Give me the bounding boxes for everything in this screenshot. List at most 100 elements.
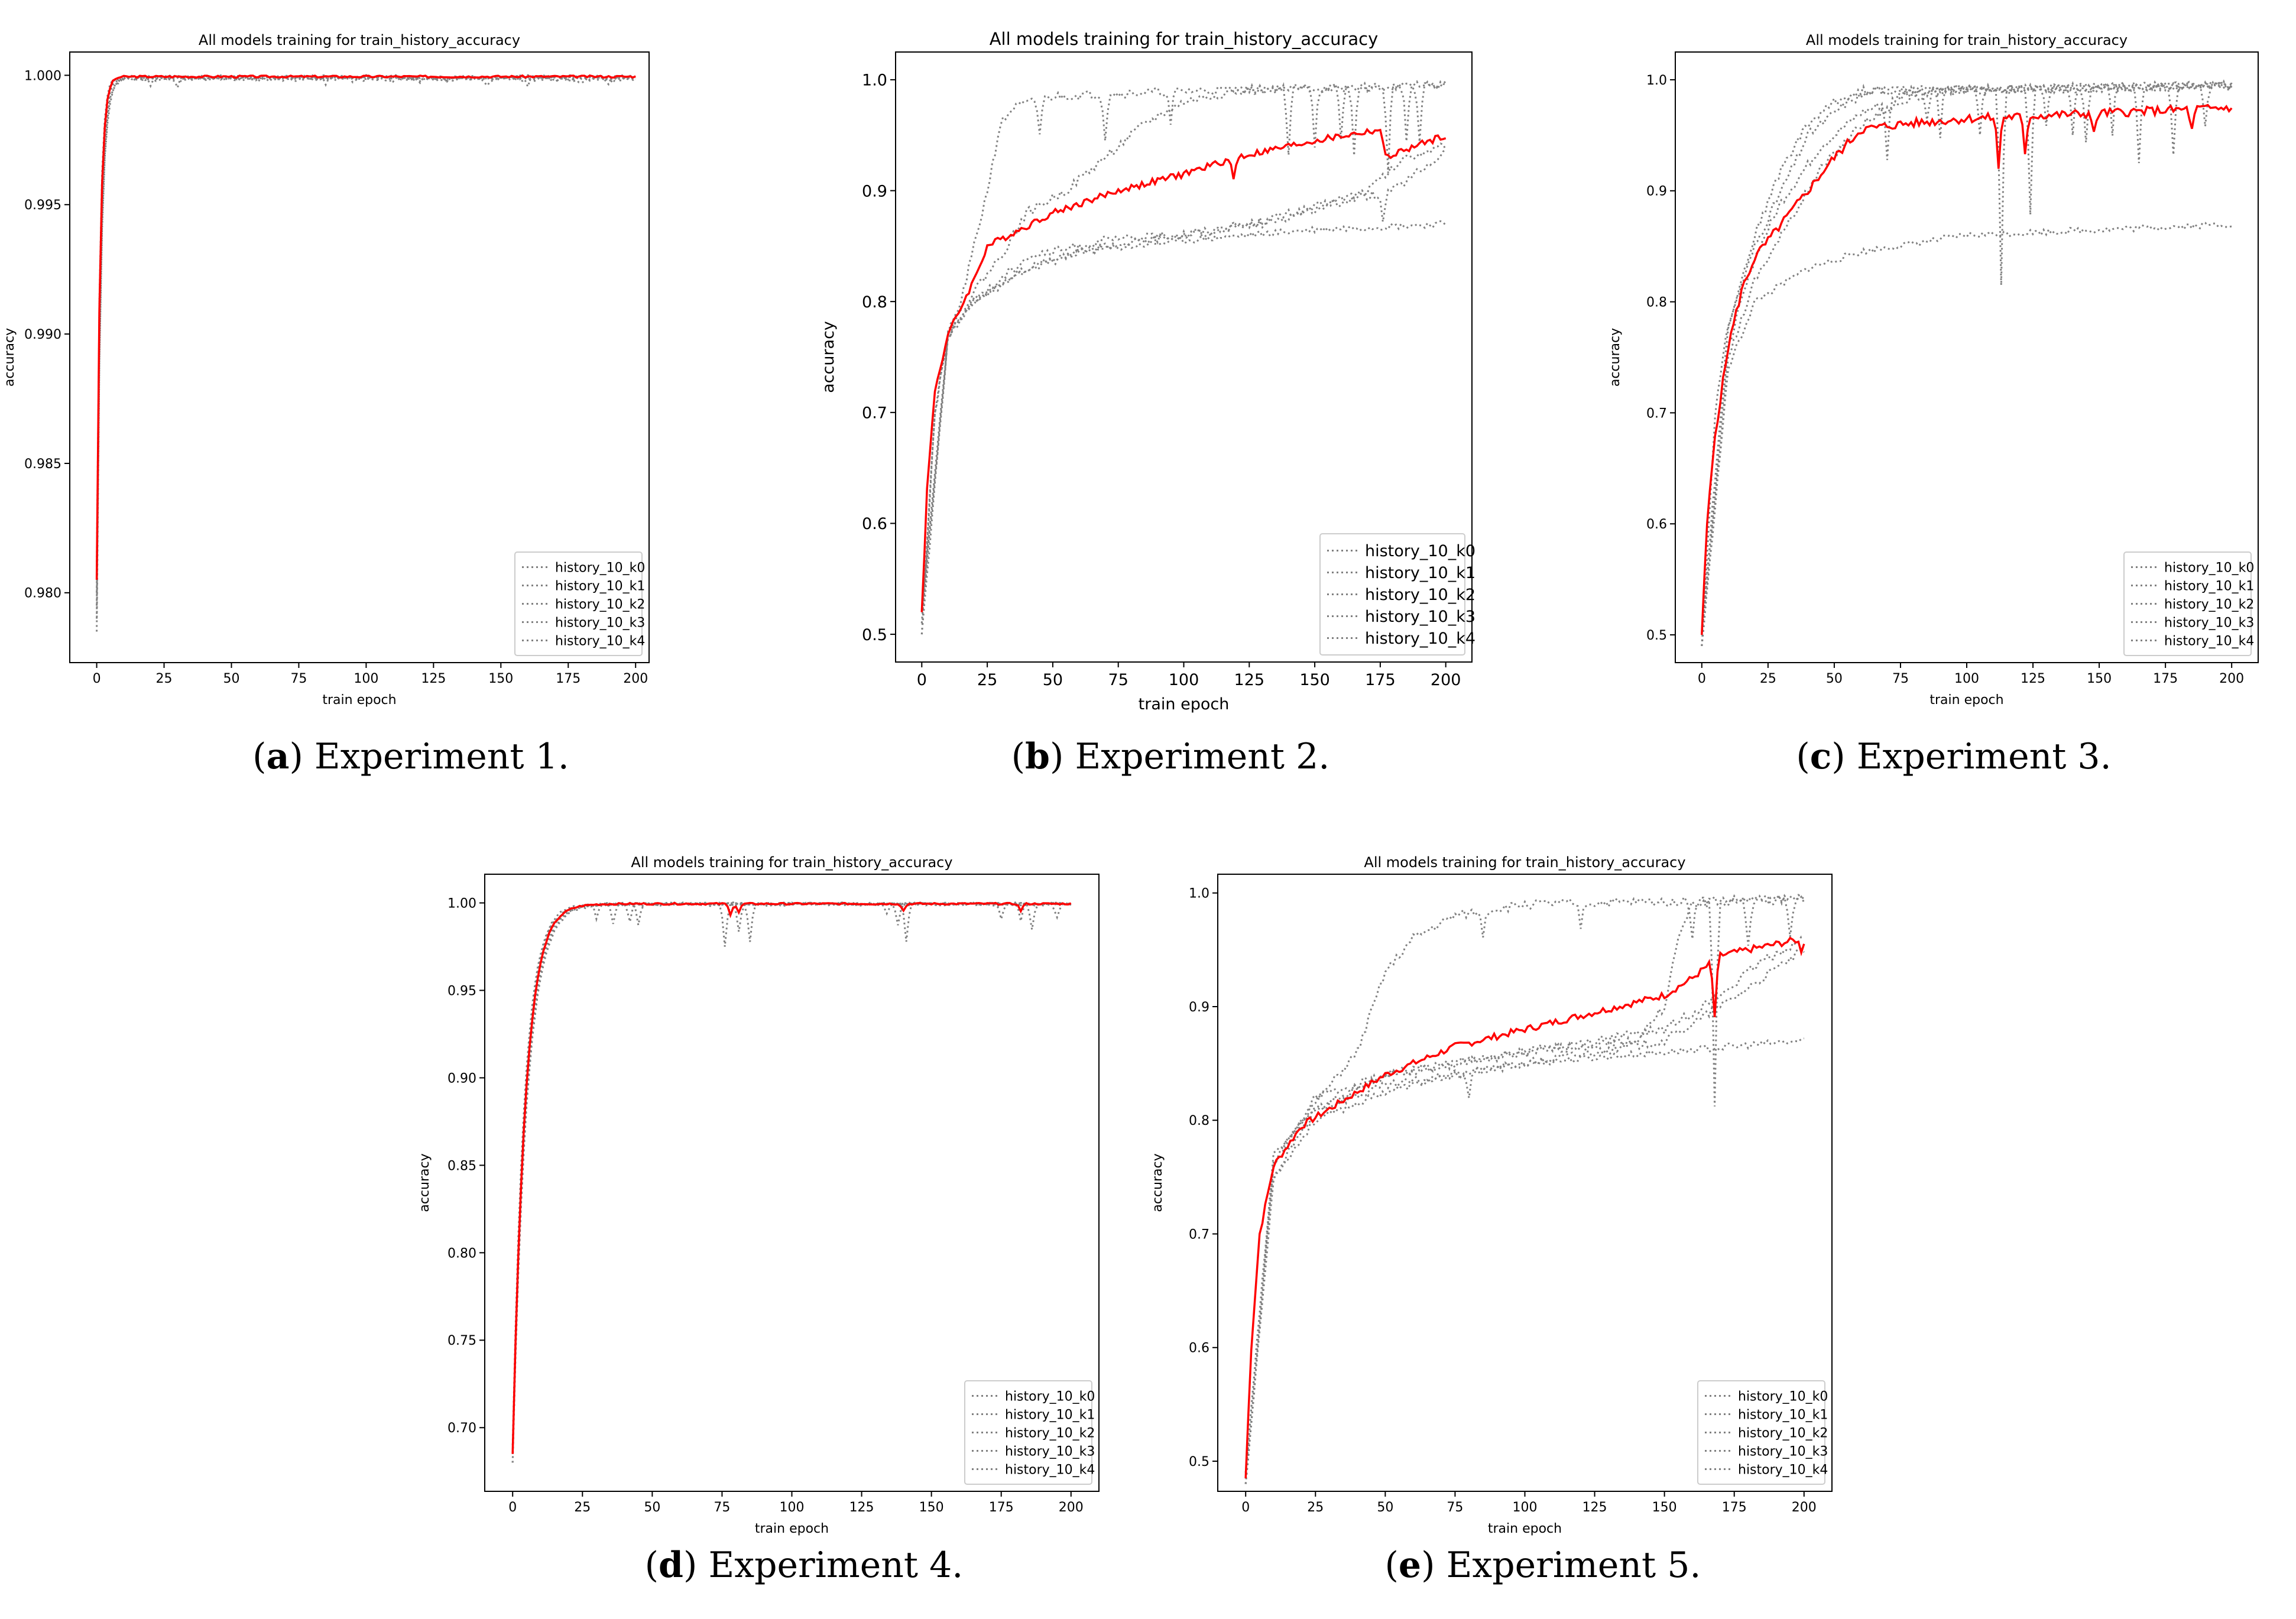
- chart-exp4: All models training for train_history_ac…: [417, 854, 1100, 1536]
- legend-box: [1319, 533, 1465, 656]
- chart-exp5: All models training for train_history_ac…: [1150, 854, 1833, 1536]
- mean-series-line: [511, 901, 1072, 1454]
- y-axis-label: accuracy: [819, 321, 838, 393]
- chart-title: All models training for train_history_ac…: [1806, 32, 2128, 48]
- x-tick-label: 200: [1792, 1500, 1817, 1515]
- series-line-history_10_k1: [920, 80, 1447, 624]
- x-tick-label: 0: [1241, 1500, 1250, 1515]
- y-tick-label: 0.9: [862, 182, 887, 200]
- series-line-history_10_k2: [96, 74, 636, 593]
- chart-title: All models training for train_history_ac…: [631, 854, 952, 871]
- chart-exp1: All models training for train_history_ac…: [2, 32, 650, 708]
- chart-exp2: All models training for train_history_ac…: [819, 29, 1475, 713]
- legend-entry: history_10_k0: [2164, 560, 2254, 575]
- series-line-history_10_k1: [96, 74, 636, 619]
- series-line-history_10_k0: [920, 80, 1447, 635]
- x-tick-label: 200: [2219, 671, 2244, 686]
- x-tick-label: 150: [919, 1500, 944, 1515]
- series-line-history_10_k4: [511, 901, 1072, 1454]
- x-tick-label: 25: [1307, 1500, 1324, 1515]
- legend-entry: history_10_k4: [1738, 1462, 1828, 1477]
- x-tick-label: 75: [1892, 671, 1909, 686]
- series-line-history_10_k4: [1244, 936, 1805, 1484]
- x-tick-label: 125: [421, 671, 446, 686]
- series-line-history_10_k0: [1244, 893, 1805, 1484]
- y-axis-label: accuracy: [1150, 1153, 1165, 1212]
- y-tick-label: 0.8: [1646, 296, 1667, 310]
- x-tick-label: 75: [290, 671, 307, 686]
- legend-entry: history_10_k2: [1005, 1426, 1095, 1440]
- legend-entry: history_10_k1: [1365, 564, 1475, 582]
- y-tick-label: 0.75: [447, 1334, 476, 1348]
- chart-title: All models training for train_history_ac…: [1364, 854, 1685, 871]
- legend-entry: history_10_k4: [555, 634, 645, 648]
- mean-series-line: [1244, 936, 1805, 1478]
- legend-box: [514, 551, 643, 656]
- series-line-history_10_k3: [511, 901, 1071, 1463]
- x-tick-label: 200: [1431, 671, 1461, 689]
- y-tick-label: 1.0: [1646, 73, 1667, 88]
- series-group: [1244, 893, 1805, 1484]
- series-line-history_10_k0: [96, 76, 637, 632]
- chart-title: All models training for train_history_ac…: [199, 32, 520, 48]
- x-tick-label: 150: [488, 671, 513, 686]
- series-line-history_10_k0: [511, 901, 1071, 1463]
- series-line-history_10_k3: [920, 149, 1447, 624]
- y-tick-label: 0.995: [24, 198, 61, 213]
- legend: history_10_k0 history_10_k1 history_10_k2h…: [1697, 1380, 1828, 1485]
- x-tick-label: 0: [93, 671, 101, 686]
- y-tick-label: 0.80: [447, 1246, 476, 1261]
- legend-entry: history_10_k0: [1365, 542, 1475, 560]
- legend-entry: history_10_k3: [1005, 1444, 1095, 1459]
- x-tick-label: 25: [574, 1500, 591, 1515]
- x-tick-label: 150: [1299, 671, 1330, 689]
- x-tick-label: 75: [1108, 671, 1128, 689]
- series-line-history_10_k3: [1244, 948, 1805, 1473]
- series-group: [511, 901, 1072, 1463]
- x-tick-label: 175: [989, 1500, 1014, 1515]
- mean-series-line: [1701, 103, 2233, 635]
- legend-entry: history_10_k4: [1365, 630, 1475, 648]
- legend: history_10_k0 history_10_k1 history_10_k2h…: [514, 551, 645, 656]
- x-axis-label: train epoch: [1488, 1521, 1562, 1536]
- legend-box: [964, 1380, 1092, 1485]
- x-tick-label: 25: [977, 671, 997, 689]
- chart-exp3: All models training for train_history_ac…: [1608, 32, 2259, 708]
- legend-entry: history_10_k0: [1738, 1389, 1828, 1404]
- legend-entry: history_10_k2: [1365, 586, 1475, 604]
- y-tick-label: 1.0: [1189, 887, 1209, 901]
- x-tick-label: 175: [556, 671, 581, 686]
- caption-d: (d) Experiment 4.: [645, 1545, 964, 1586]
- series-line-history_10_k4: [1701, 79, 2233, 646]
- x-tick-label: 175: [1365, 671, 1396, 689]
- series-group: [1701, 79, 2233, 646]
- x-tick-label: 50: [644, 1500, 660, 1515]
- x-tick-label: 50: [223, 671, 239, 686]
- x-tick-label: 50: [1043, 671, 1063, 689]
- legend: history_10_k0 history_10_k1 history_10_k2h…: [1319, 533, 1475, 656]
- x-tick-label: 125: [1582, 1500, 1607, 1515]
- x-tick-label: 125: [849, 1500, 874, 1515]
- x-tick-label: 50: [1826, 671, 1843, 686]
- series-line-history_10_k4: [96, 74, 636, 606]
- legend-box: [1697, 1380, 1825, 1485]
- legend-entry: history_10_k1: [1738, 1407, 1828, 1422]
- series-line-history_10_k3: [96, 75, 636, 567]
- x-axis-label: train epoch: [755, 1521, 829, 1536]
- y-tick-label: 0.980: [24, 586, 61, 601]
- x-tick-label: 175: [2153, 671, 2178, 686]
- series-line-history_10_k1: [511, 901, 1072, 1454]
- legend-entry: history_10_k3: [555, 615, 645, 630]
- legend-entry: history_10_k2: [2164, 597, 2254, 612]
- x-tick-label: 125: [2021, 671, 2045, 686]
- y-tick-label: 0.95: [447, 984, 476, 998]
- legend-entry: history_10_k3: [1365, 608, 1475, 626]
- mean-series-line: [920, 128, 1447, 612]
- y-tick-label: 1.00: [447, 896, 476, 911]
- series-group: [920, 80, 1447, 635]
- y-tick-label: 0.9: [1189, 1000, 1209, 1015]
- y-axis-label: accuracy: [417, 1153, 432, 1212]
- legend: history_10_k0 history_10_k1 history_10_k2h…: [964, 1380, 1095, 1485]
- chart-title: All models training for train_history_ac…: [990, 29, 1379, 49]
